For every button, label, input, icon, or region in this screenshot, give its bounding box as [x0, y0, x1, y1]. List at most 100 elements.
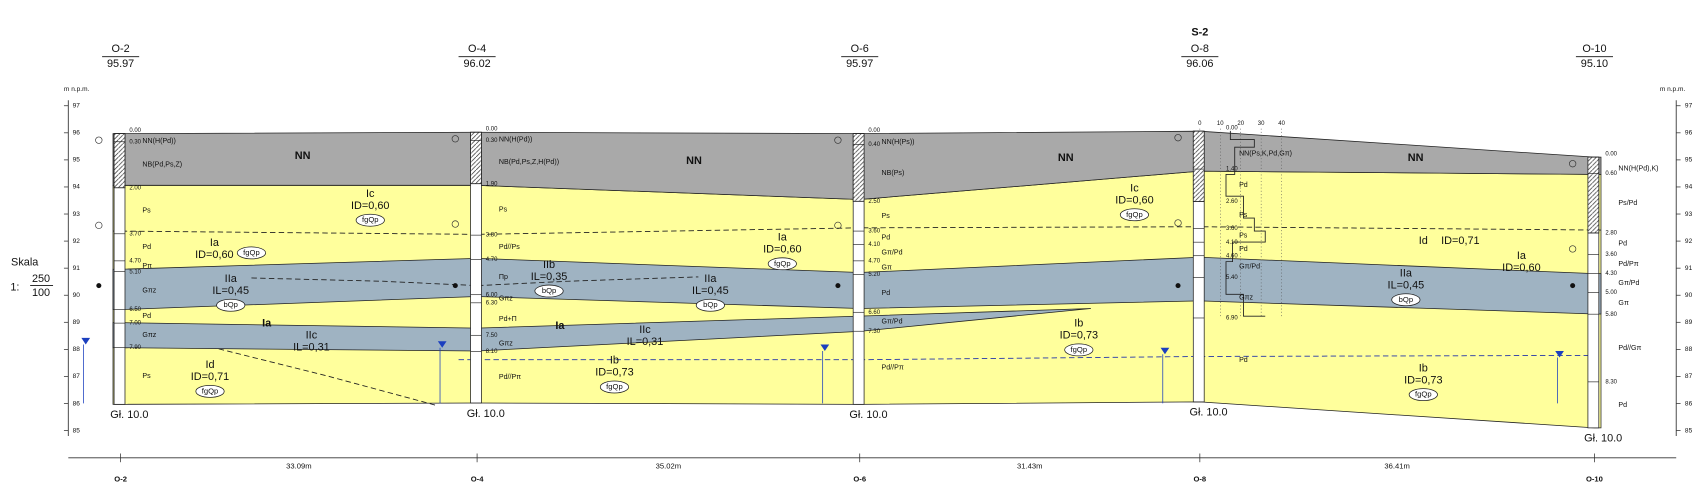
depth-label: 4.10: [1226, 240, 1238, 246]
distance-borehole: O-4: [471, 475, 484, 484]
borehole-fill: [1192, 130, 1205, 202]
borehole-name: O-2: [112, 43, 130, 55]
unit-genesis: fgQp: [774, 259, 791, 268]
depth-label: 3.60: [1226, 226, 1238, 232]
tick-label: 87: [1685, 373, 1693, 380]
unit-name: Ia: [1517, 250, 1527, 262]
cpt-tick-label: 20: [1237, 121, 1244, 127]
unit-genesis: bQp: [542, 286, 556, 295]
unit-name: Ic: [366, 188, 375, 200]
soil-label: Ps/Pd: [1618, 199, 1637, 207]
soil-label: Gπ/Pd: [882, 318, 903, 326]
borehole-elevation: 95.97: [846, 58, 873, 70]
unit-param: ID=0,71: [1441, 235, 1479, 247]
cpt-tick-label: 30: [1258, 121, 1265, 127]
tick-label: 88: [1685, 346, 1693, 353]
water-table: [81, 337, 91, 345]
depth-label: 8.10: [486, 349, 498, 355]
soil-label: NN(H(Pd),K): [1618, 164, 1658, 172]
unit-param: IL=0,45: [212, 285, 249, 297]
unit-name: IIc: [639, 324, 651, 336]
genesis-badge: [767, 257, 797, 271]
unit-param: ID=0,73: [1060, 330, 1098, 342]
soil-label: Gπ/Pd: [1239, 262, 1260, 270]
sample-symbol: [1174, 134, 1182, 142]
soil-label: Gπz: [1239, 294, 1253, 302]
sample-dot: [452, 283, 458, 289]
depth-label: 1.90: [486, 181, 498, 187]
scale-horizontal: 250: [32, 273, 50, 285]
tick-label: 91: [1685, 265, 1693, 272]
cpt-curve: [1225, 130, 1266, 317]
borehole-elevation: 95.10: [1581, 58, 1608, 70]
unit-param: IL=0,35: [531, 271, 568, 283]
soil-label: Ps: [142, 372, 151, 380]
depth-label: 6.30: [486, 300, 498, 306]
depth-label: 5.40: [1226, 275, 1238, 281]
soil-label: Pd//Ps: [499, 243, 520, 251]
unit-genesis: fgQp: [1126, 210, 1143, 219]
genesis-badge: [599, 380, 629, 394]
unit-param: ID=0,60: [1115, 194, 1153, 206]
tick-label: 96: [73, 130, 81, 137]
tick-label: 87: [73, 373, 81, 380]
total-depth: Gł. 10.0: [1584, 433, 1622, 445]
unit-name: Ib: [1074, 318, 1083, 330]
tick-label: 92: [1685, 238, 1693, 245]
depth-label: 2.00: [129, 185, 141, 191]
layer-boundary: [458, 354, 1601, 361]
sample-symbol: [95, 221, 103, 229]
genesis-badge: [195, 384, 225, 398]
soil-label: Pd: [882, 234, 891, 242]
tick-label: 94: [1685, 184, 1693, 191]
soil-label: Gπz: [142, 331, 156, 339]
unit-param: IL=0,45: [692, 285, 729, 297]
unit-param: ID=0,73: [1404, 374, 1442, 386]
unit-name: Ia: [778, 232, 788, 244]
depth-label: 0.00: [1226, 125, 1238, 131]
soil-label: Pd: [1618, 240, 1627, 248]
unit-genesis: bQp: [224, 300, 238, 309]
total-depth: Gł. 10.0: [467, 408, 505, 420]
scale-vertical: 100: [32, 287, 50, 299]
tick-label: 97: [73, 102, 81, 109]
depth-label: 7.50: [486, 333, 498, 339]
unit-param: ID=0,60: [1502, 262, 1540, 274]
soil-label: Pd: [142, 243, 151, 251]
genesis-badge: [1391, 293, 1421, 307]
depth-label: 2.60: [1226, 199, 1238, 205]
depth-label: 2.80: [1605, 231, 1617, 237]
soil-label: Pd: [1239, 356, 1248, 364]
soil-label: Gπ: [1618, 299, 1629, 307]
borehole-fill: [1587, 156, 1600, 234]
borehole-fill: [470, 131, 482, 185]
depth-label: 0.00: [486, 127, 498, 133]
depth-label: 8.30: [1605, 379, 1617, 385]
axis-unit: m n.p.m.: [64, 86, 90, 93]
depth-label: 7.00: [129, 321, 141, 327]
soil-label: Pd//Pπ: [499, 373, 521, 381]
depth-label: 6.50: [129, 307, 141, 313]
soil-label: Pd+Π: [499, 315, 517, 323]
depth-label: 6.60: [868, 310, 880, 316]
soil-label: Pd/Pπ: [1618, 260, 1638, 268]
soil-label: NB(Pd,Ps,Z): [142, 161, 182, 169]
genesis-badge: [695, 298, 725, 312]
unit-genesis: fgQp: [606, 382, 623, 391]
distance-borehole: O-6: [853, 475, 866, 484]
distance-label: 31.43m: [1017, 462, 1042, 471]
depth-label: 3.70: [129, 231, 141, 237]
water-table: [437, 341, 447, 348]
water-table: [1160, 347, 1170, 355]
depth-label: 0.30: [486, 138, 498, 144]
unit-name: Ia: [555, 320, 565, 332]
total-depth: Gł. 10.0: [110, 409, 148, 421]
unit-name: IIa: [225, 273, 238, 285]
sample-symbol: [1569, 160, 1577, 168]
soil-label: Pd: [142, 312, 151, 320]
depth-label: 0.30: [129, 139, 141, 145]
unit-param: IL=0,31: [293, 342, 330, 354]
depth-label: 4.70: [868, 258, 880, 264]
genesis-badge: [236, 246, 266, 260]
sample-symbol: [834, 221, 842, 229]
